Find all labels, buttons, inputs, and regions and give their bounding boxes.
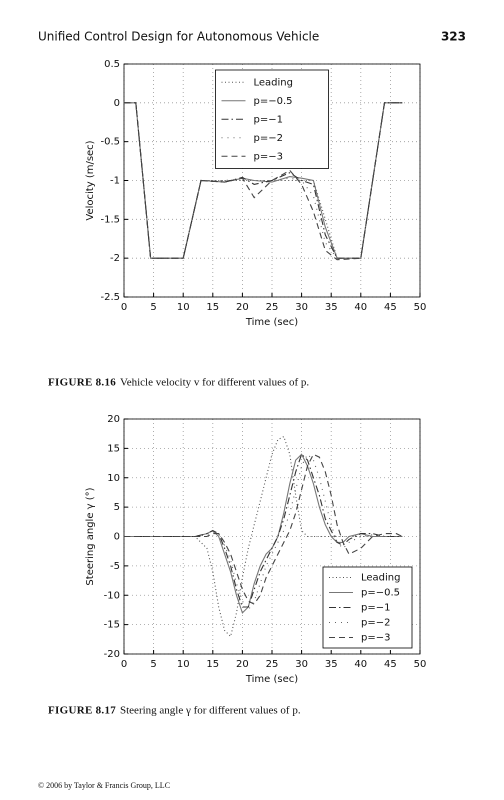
legend-label: Leading	[254, 77, 294, 88]
y-tick-label: -1.5	[100, 214, 120, 225]
plot-frame	[123, 63, 421, 298]
running-title: Unified Control Design for Autonomous Ve…	[38, 30, 319, 44]
x-tick-label: 45	[384, 659, 397, 670]
y-tick-label: -20	[104, 649, 120, 660]
series-line	[124, 102, 403, 261]
series-line	[124, 102, 403, 259]
y-tick-label: -15	[104, 620, 120, 631]
y-tick-label: -2.5	[100, 292, 120, 303]
x-tick-label: 35	[325, 659, 338, 670]
y-tick-label: 0.5	[104, 59, 120, 70]
y-tick-label: -2	[110, 253, 120, 264]
series-line	[124, 453, 403, 608]
x-tick-label: 25	[266, 659, 279, 670]
y-tick-label: 10	[107, 473, 120, 484]
legend-label: p=−2	[361, 618, 390, 629]
x-tick-label: 0	[121, 659, 127, 670]
series-line	[124, 453, 403, 614]
y-tick-label: -5	[110, 561, 120, 572]
x-axis-label: Time (sec)	[245, 317, 298, 328]
x-tick-label: 35	[325, 302, 338, 313]
y-axis-label: Velocity (m/sec)	[85, 140, 96, 220]
x-tick-label: 10	[177, 302, 190, 313]
x-tick-label: 20	[236, 302, 249, 313]
y-tick-label: 20	[107, 414, 120, 425]
x-tick-label: 5	[150, 659, 156, 670]
x-tick-label: 20	[236, 659, 249, 670]
figure-label: FIGURE 8.16	[48, 377, 116, 389]
figure-label: FIGURE 8.17	[48, 705, 116, 717]
figure-caption: Vehicle velocity v for different values …	[120, 377, 309, 389]
figure-caption: Steering angle γ for different values of…	[120, 705, 301, 717]
legend-label: p=−3	[361, 633, 390, 644]
x-tick-label: 15	[206, 659, 219, 670]
legend-label: p=−3	[254, 151, 283, 162]
legend-box	[215, 69, 329, 169]
y-tick-label: -0.5	[100, 137, 120, 148]
legend-label: p=−2	[254, 133, 283, 144]
y-axis-label: Steering angle γ (°)	[85, 487, 96, 585]
x-tick-label: 45	[384, 302, 397, 313]
y-tick-label: 0	[114, 98, 120, 109]
y-tick-label: 5	[114, 502, 120, 513]
x-tick-label: 40	[354, 659, 367, 670]
x-tick-label: 50	[414, 302, 427, 313]
legend-label: p=−1	[361, 603, 390, 614]
x-axis-label: Time (sec)	[245, 674, 298, 685]
copyright: © 2006 by Taylor & Francis Group, LLC	[38, 781, 170, 790]
legend-label: p=−0.5	[254, 96, 293, 107]
page-number: 323	[441, 30, 466, 44]
series-line	[124, 453, 403, 605]
x-tick-label: 50	[414, 659, 427, 670]
legend-label: p=−0.5	[361, 588, 400, 599]
y-tick-label: 0	[114, 532, 120, 543]
x-tick-label: 30	[295, 659, 308, 670]
legend-label: Leading	[361, 573, 401, 584]
legend-label: p=−1	[254, 114, 283, 125]
x-tick-label: 40	[354, 302, 367, 313]
x-tick-label: 0	[121, 302, 127, 313]
y-tick-label: -10	[104, 590, 120, 601]
x-tick-label: 10	[177, 659, 190, 670]
y-tick-label: 15	[107, 443, 120, 454]
x-tick-label: 15	[206, 302, 219, 313]
legend-box	[322, 566, 413, 649]
x-tick-label: 30	[295, 302, 308, 313]
y-tick-label: -1	[110, 176, 120, 187]
x-tick-label: 5	[150, 302, 156, 313]
x-tick-label: 25	[266, 302, 279, 313]
